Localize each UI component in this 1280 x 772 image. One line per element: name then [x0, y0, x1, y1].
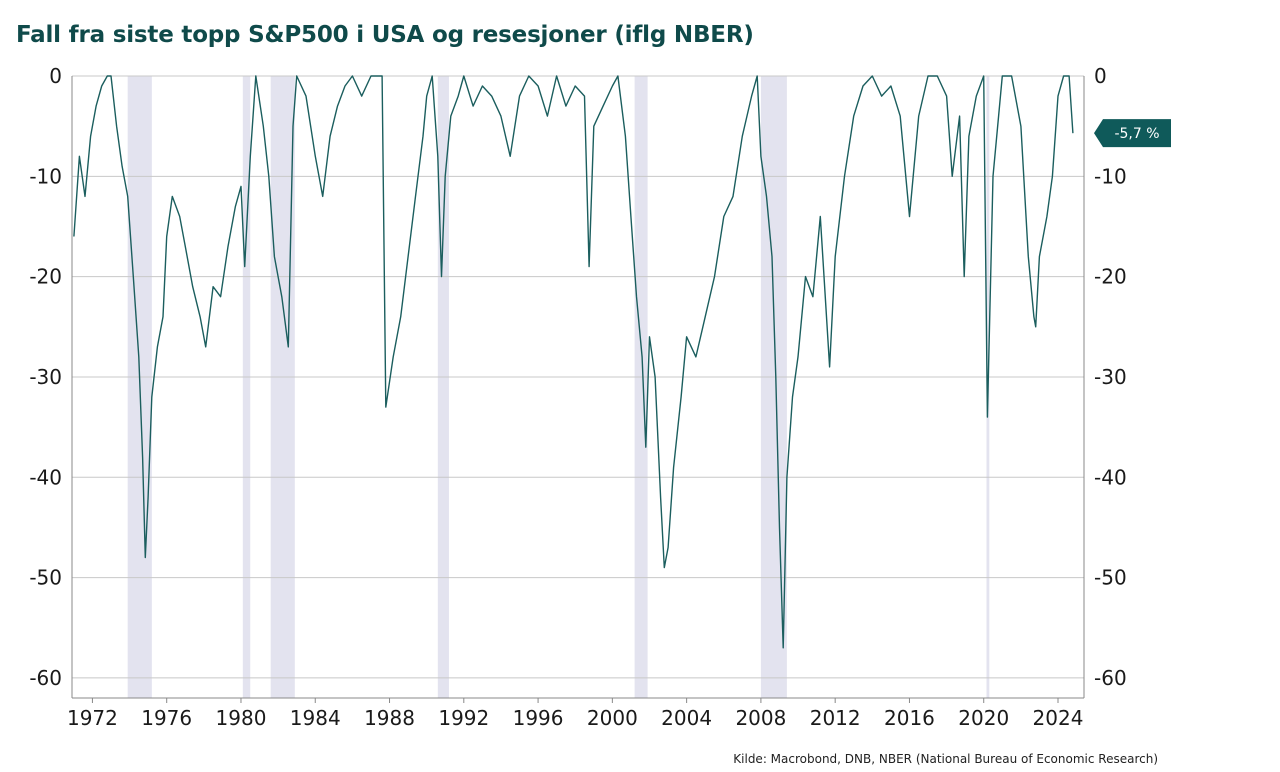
recession-bands: [127, 76, 990, 698]
recession-band: [242, 76, 251, 698]
recession-band: [437, 76, 449, 698]
x-tick-label: 1996: [513, 706, 564, 730]
y-axis-left-labels: 0 -10 -20 -30 -40 -50 -60: [29, 64, 62, 690]
series-line: [73, 75, 1074, 649]
x-tick-label: 2016: [884, 706, 935, 730]
grid-lines: [72, 75, 1084, 679]
x-tick-label: 1984: [290, 706, 341, 730]
y-tick-label-left: -30: [29, 365, 62, 389]
chart-title: Fall fra siste topp S&P500 i USA og rese…: [16, 22, 754, 48]
axes: [71, 76, 1085, 699]
x-tick-label: 2008: [735, 706, 786, 730]
y-tick-label-left: -50: [29, 566, 62, 590]
y-axis-right-labels: 0 -10 -20 -30 -40 -50 -60: [1094, 64, 1127, 690]
x-axis-labels: 1972 1976 1980 1984 1988 1992 1996 2000 2004 2008…: [67, 698, 1083, 730]
last-value-label: -5,7 %: [1114, 126, 1159, 142]
x-tick-label: 1976: [141, 706, 192, 730]
y-tick-label-right: -20: [1094, 265, 1127, 289]
y-tick-label-right: -30: [1094, 365, 1127, 389]
x-tick-label: 1988: [364, 706, 415, 730]
x-tick-label: 1972: [67, 706, 118, 730]
recession-band: [634, 76, 648, 698]
x-tick-label: 1980: [216, 706, 267, 730]
x-tick-label: 1992: [438, 706, 489, 730]
x-tick-label: 2020: [958, 706, 1009, 730]
y-tick-label-left: -20: [29, 265, 62, 289]
recession-band: [270, 76, 295, 698]
x-tick-label: 2004: [661, 706, 712, 730]
x-tick-label: 2000: [587, 706, 638, 730]
y-tick-label-right: -50: [1094, 566, 1127, 590]
y-tick-label-left: -60: [29, 666, 62, 690]
y-tick-label-left: -40: [29, 465, 62, 489]
y-tick-label-left: 0: [49, 64, 62, 88]
y-tick-label-right: -10: [1094, 164, 1127, 188]
y-tick-label-right: -60: [1094, 666, 1127, 690]
y-tick-label-right: 0: [1094, 64, 1107, 88]
last-value-badge: [1094, 119, 1171, 148]
source-note: Kilde: Macrobond, DNB, NBER (National Bu…: [733, 752, 1158, 766]
last-value-callout: -5,7 %: [1094, 119, 1171, 148]
recession-band: [760, 76, 787, 698]
y-tick-label-right: -40: [1094, 465, 1127, 489]
y-tick-label-left: -10: [29, 164, 62, 188]
x-tick-label: 2012: [810, 706, 861, 730]
series-layer: [73, 75, 1074, 649]
x-tick-label: 2024: [1033, 706, 1084, 730]
